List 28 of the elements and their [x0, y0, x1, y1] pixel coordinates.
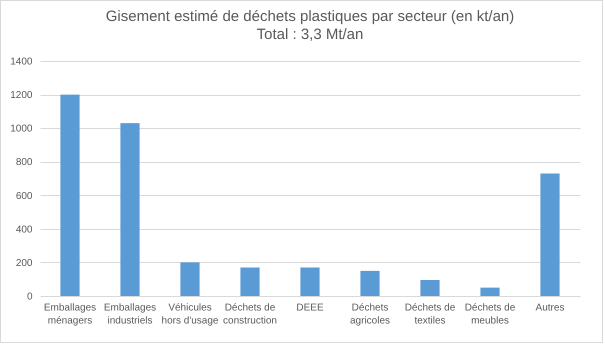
bar: [420, 280, 440, 296]
y-tick-label: 1000: [10, 124, 33, 135]
bar: [360, 270, 380, 296]
bar: [60, 94, 80, 296]
y-tick-label: 600: [16, 190, 33, 202]
y-tick-label: 800: [16, 157, 33, 168]
bar: [300, 267, 320, 296]
bar: [120, 123, 140, 296]
bar: [540, 173, 560, 296]
x-tick-label: Déchets de construction: [223, 302, 277, 326]
y-tick-label: 1400: [10, 56, 33, 68]
y-tick-label: 0: [26, 292, 33, 302]
x-tick-label: Déchets agricoles: [350, 302, 390, 326]
bar: [480, 288, 500, 296]
x-tick-label: Emballages industriels: [104, 302, 156, 326]
x-tick-label: Déchets de meubles: [464, 302, 516, 326]
y-tick-label: 1200: [10, 90, 33, 102]
chart-subtitle: Total : 3,3 Mt/an: [256, 26, 364, 43]
y-tick-label: 200: [16, 258, 33, 269]
x-tick-label: Autres: [536, 302, 564, 314]
y-tick-label: 400: [16, 224, 33, 236]
x-tick-label: Déchets de textiles: [404, 302, 456, 326]
x-tick-label: DEEE: [296, 302, 324, 314]
chart-title: Gisement estimé de déchets plastiques par secteur (en kt/an): [106, 8, 514, 25]
bar: [180, 262, 200, 296]
x-tick-label: Emballages ménagers: [44, 302, 96, 326]
x-tick-label: Véhicules hors d'usage: [162, 302, 219, 326]
bar: [240, 267, 260, 296]
